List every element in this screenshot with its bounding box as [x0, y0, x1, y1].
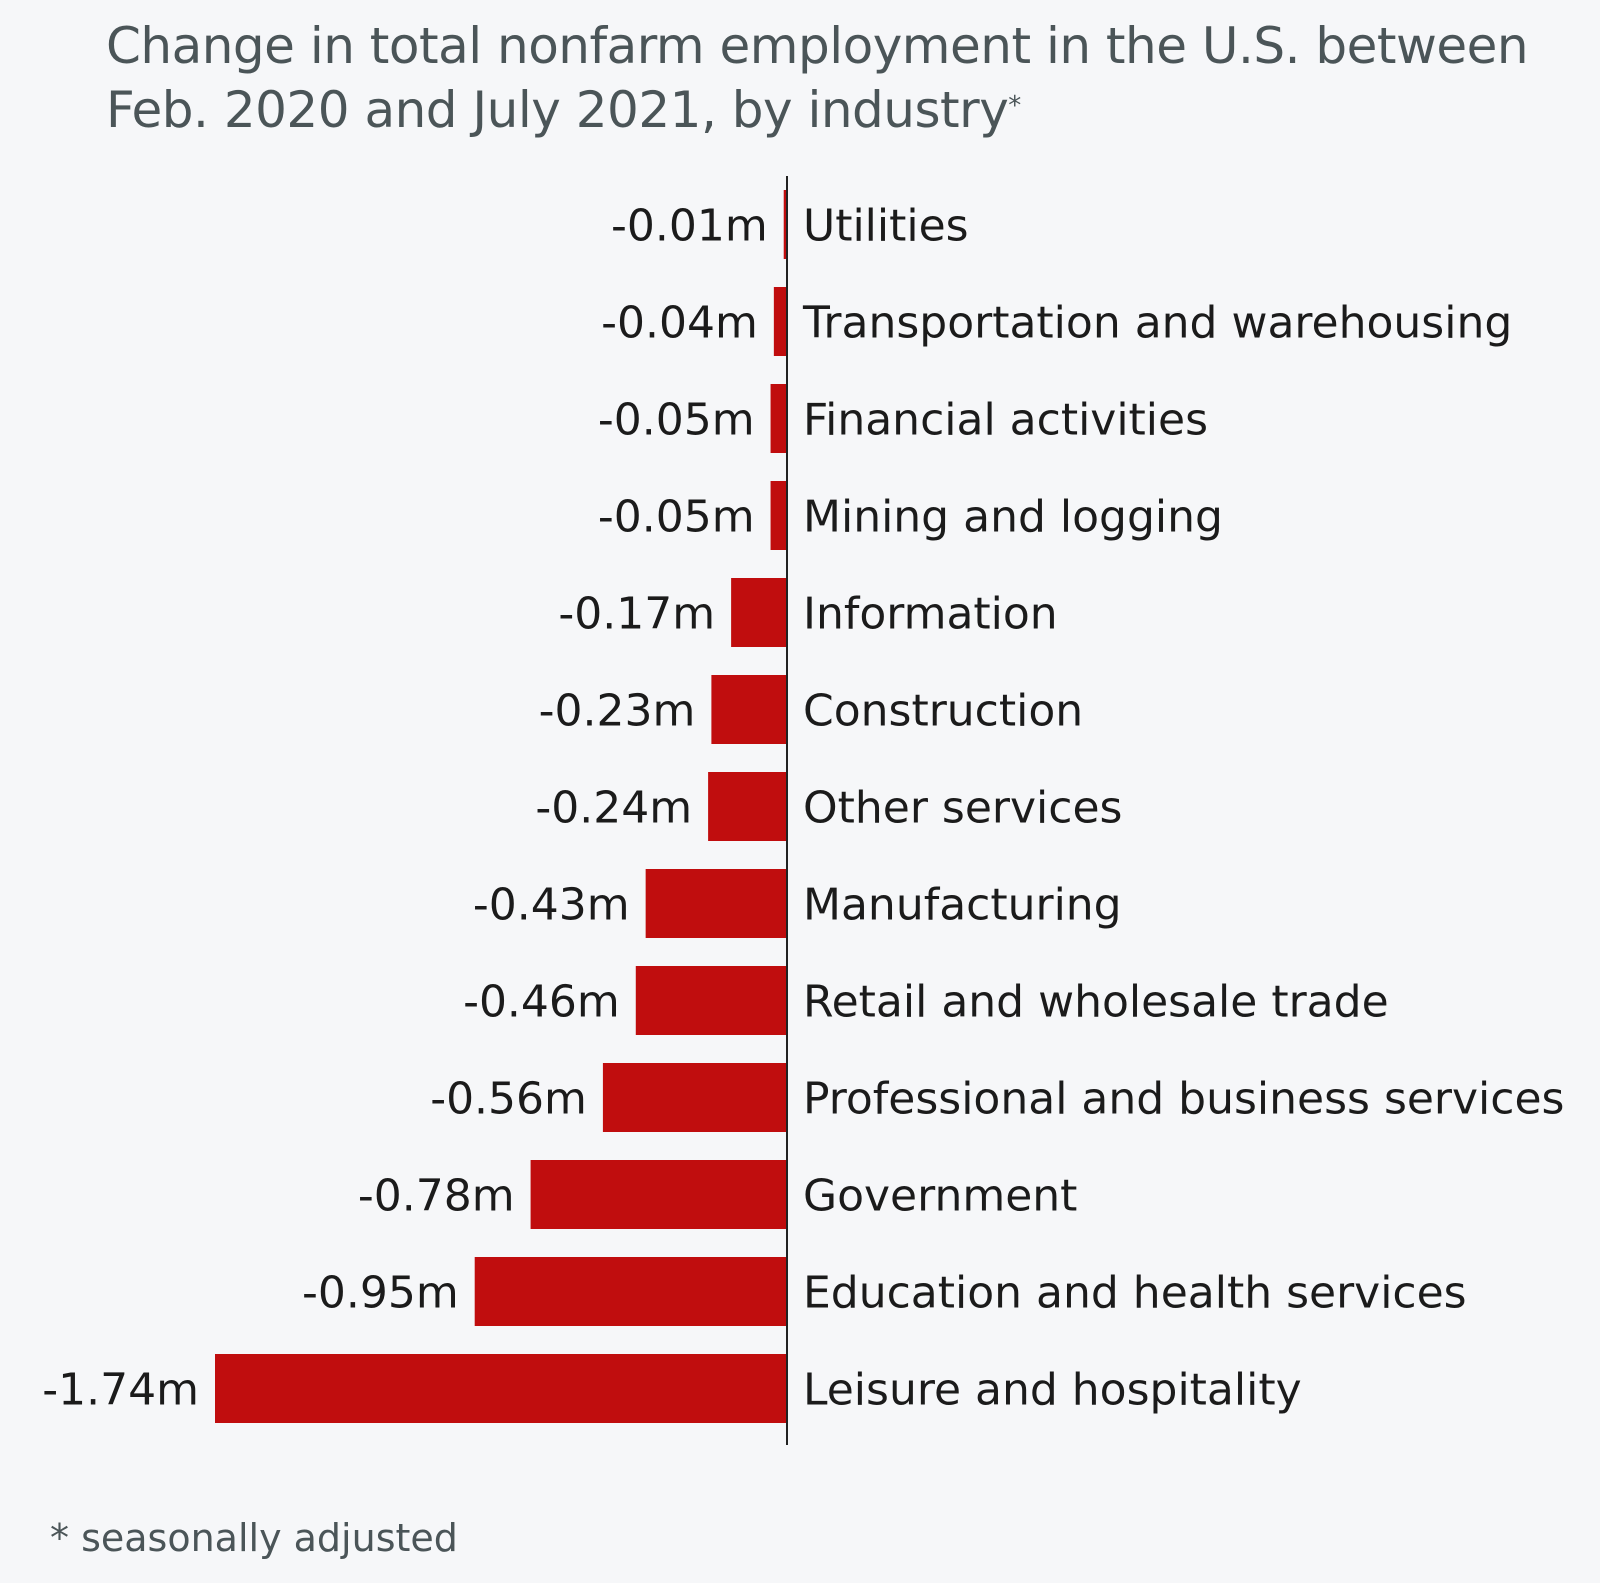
bar-12 — [215, 1354, 787, 1423]
bar-1 — [773, 287, 787, 356]
value-label-11: -0.95m — [302, 1268, 459, 1319]
value-label-2: -0.05m — [598, 395, 755, 446]
category-label-1: Transportation and warehousing — [802, 298, 1512, 349]
category-label-7: Manufacturing — [803, 880, 1122, 931]
category-label-11: Education and health services — [803, 1268, 1467, 1319]
category-label-3: Mining and logging — [803, 492, 1223, 543]
bar-5 — [711, 675, 787, 744]
bar-chart: -0.01m Utilities -0.04m Transportation and … — [42, 176, 1564, 1445]
bar-2 — [770, 384, 787, 453]
bar-4 — [731, 578, 787, 647]
bar-3 — [770, 481, 787, 550]
category-label-0: Utilities — [803, 201, 969, 252]
value-label-4: -0.17m — [558, 589, 715, 640]
category-label-2: Financial activities — [803, 395, 1208, 446]
value-label-3: -0.05m — [598, 492, 755, 543]
bar-0 — [783, 190, 787, 259]
title-footnote-mark: * — [1008, 91, 1021, 121]
category-label-8: Retail and wholesale trade — [803, 977, 1389, 1028]
category-label-9: Professional and business services — [803, 1074, 1564, 1125]
category-label-6: Other services — [803, 783, 1122, 834]
value-label-9: -0.56m — [430, 1074, 587, 1125]
chart-title-text: Change in total nonfarm employment in th… — [106, 17, 1529, 139]
chart-title: Change in total nonfarm employment in th… — [106, 14, 1566, 142]
bar-11 — [474, 1257, 787, 1326]
value-label-0: -0.01m — [611, 201, 768, 252]
bar-6 — [708, 772, 787, 841]
value-label-8: -0.46m — [463, 977, 620, 1028]
bar-10 — [530, 1160, 787, 1229]
value-label-1: -0.04m — [601, 298, 758, 349]
value-label-7: -0.43m — [473, 880, 630, 931]
bar-9 — [602, 1063, 787, 1132]
value-label-10: -0.78m — [358, 1171, 515, 1222]
footnote: * seasonally adjusted — [50, 1516, 458, 1560]
bar-7 — [645, 869, 787, 938]
category-label-12: Leisure and hospitality — [803, 1365, 1302, 1416]
value-label-6: -0.24m — [535, 783, 692, 834]
value-label-5: -0.23m — [539, 686, 696, 737]
bar-8 — [635, 966, 787, 1035]
category-label-5: Construction — [803, 686, 1083, 737]
value-label-12: -1.74m — [42, 1365, 199, 1416]
category-label-4: Information — [803, 589, 1058, 640]
category-label-10: Government — [803, 1171, 1077, 1222]
